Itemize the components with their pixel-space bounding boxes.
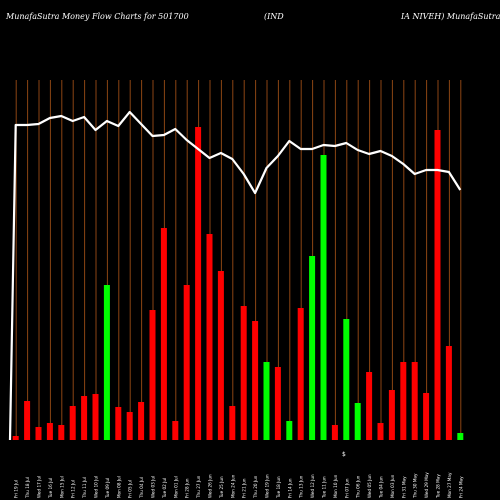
x-tick-label: Mon 01 Jul	[173, 476, 178, 498]
bar-red	[297, 308, 304, 440]
chart-title-middle: (IND	[264, 12, 284, 21]
bar-green	[320, 155, 327, 440]
x-tick-label: Wed 29 May	[424, 472, 429, 498]
bar-red	[206, 234, 213, 440]
bar-red	[115, 407, 122, 440]
x-tick-label: Thu 06 Jun	[356, 475, 361, 499]
bar-red	[274, 367, 281, 440]
bar-red	[240, 306, 247, 440]
money-flow-line-group	[8, 110, 462, 441]
bar-green	[343, 319, 350, 440]
x-tick-label: Tue 11 Jun	[322, 476, 327, 499]
x-tick-label: Tue 25 Jun	[219, 476, 224, 499]
bar-red	[252, 321, 259, 440]
chart-title: MunafaSutra Money Flow Charts for 501700…	[6, 12, 500, 26]
bar-red	[81, 396, 88, 440]
x-tick-label: Thu 11 Jul	[82, 477, 87, 499]
bar-red	[58, 425, 65, 440]
bar-red	[149, 310, 156, 440]
x-tick-label: Wed 17 Jul	[37, 476, 42, 498]
bar-red	[172, 421, 179, 440]
bar-green	[457, 433, 464, 440]
chart-title-right: IA NIVEH) MunafaSutra.com	[401, 12, 500, 21]
bars	[12, 127, 464, 440]
x-tick-label: Thu 30 May	[413, 473, 418, 499]
bar-green	[263, 362, 270, 440]
x-axis-labels: Fri 19 Jul Thu 18 Jul Wed 17 Jul Tue 16 Jul…	[14, 472, 464, 499]
x-tick-label: Tue 09 Jul	[105, 478, 110, 499]
x-tick-label: Tue 02 Jul	[162, 478, 167, 499]
x-tick-label: Thu 27 Jun	[196, 475, 201, 499]
x-tick-label: Fri 12 Jul	[71, 480, 76, 498]
x-tick-label: Wed 19 Jun	[265, 474, 270, 498]
x-tick-label: Mon 24 Jun	[230, 474, 235, 498]
x-tick-label: Tue 16 Jul	[48, 478, 53, 499]
x-tick-label: Fri 24 May	[458, 476, 463, 498]
x-tick-label: Fri 28 Jun	[185, 478, 190, 498]
x-tick-label: Mon 10 Jun	[333, 474, 338, 498]
bar-red	[423, 393, 430, 440]
bar-red	[331, 425, 338, 440]
x-tick-label: Tue 18 Jun	[276, 476, 281, 499]
bar-red	[217, 271, 224, 440]
bar-red	[138, 402, 145, 440]
bar-red	[388, 390, 395, 440]
bar-red	[434, 130, 441, 440]
bar-red	[126, 412, 133, 440]
bar-red	[229, 406, 236, 440]
bar-red	[12, 436, 19, 440]
x-tick-label: Wed 05 Jun	[367, 474, 372, 498]
x-tick-label: Fri 05 Jul	[128, 480, 133, 498]
x-tick-label: Mon 08 Jul	[116, 476, 121, 498]
bar-red	[24, 401, 31, 440]
annotations: $	[342, 451, 346, 458]
x-tick-label: Tue 04 Jun	[379, 476, 384, 499]
annotation-symbol: $	[342, 451, 346, 458]
bar-red	[445, 346, 452, 440]
x-tick-label: Mon 15 Jul	[59, 476, 64, 498]
bar-green	[286, 421, 293, 440]
x-tick-label: Thu 18 Jul	[25, 477, 30, 499]
x-tick-label: Fri 07 Jun	[344, 478, 349, 498]
bar-red	[366, 372, 373, 440]
x-tick-label: Thu 20 Jun	[253, 475, 258, 499]
bar-red	[46, 423, 53, 440]
x-tick-label: Fri 21 Jun	[242, 478, 247, 498]
bar-green	[103, 285, 110, 440]
x-tick-label: Fri 19 Jul	[14, 480, 19, 498]
x-tick-label: Wed 10 Jul	[94, 476, 99, 498]
x-tick-label: Tue 28 May	[436, 474, 441, 499]
x-tick-label: Fri 31 May	[401, 476, 406, 498]
bar-red	[400, 362, 407, 440]
chart-title-left: MunafaSutra Money Flow Charts for 501700	[6, 12, 189, 21]
x-tick-label: Wed 03 Jul	[151, 476, 156, 498]
money-flow-line	[8, 110, 462, 441]
x-tick-label: Mon 27 May	[447, 472, 452, 498]
bar-green	[309, 256, 316, 440]
x-tick-label: Wed 12 Jun	[310, 474, 315, 498]
x-tick-label: Fri 14 Jun	[287, 478, 292, 498]
bar-red	[377, 423, 384, 440]
x-tick-label: Thu 13 Jun	[299, 475, 304, 499]
bar-red	[160, 228, 167, 440]
bar-red	[69, 406, 76, 440]
bar-red	[35, 427, 42, 440]
x-tick-label: Thu 04 Jul	[139, 477, 144, 499]
bar-red	[411, 362, 418, 440]
bar-red	[92, 394, 99, 440]
grid-lines	[15, 80, 462, 440]
bar-red	[195, 127, 202, 440]
bar-green	[354, 403, 361, 440]
bar-red	[183, 285, 190, 440]
x-tick-label: Wed 26 Jun	[208, 474, 213, 498]
x-tick-label: Mon 03 Jun	[390, 474, 395, 498]
